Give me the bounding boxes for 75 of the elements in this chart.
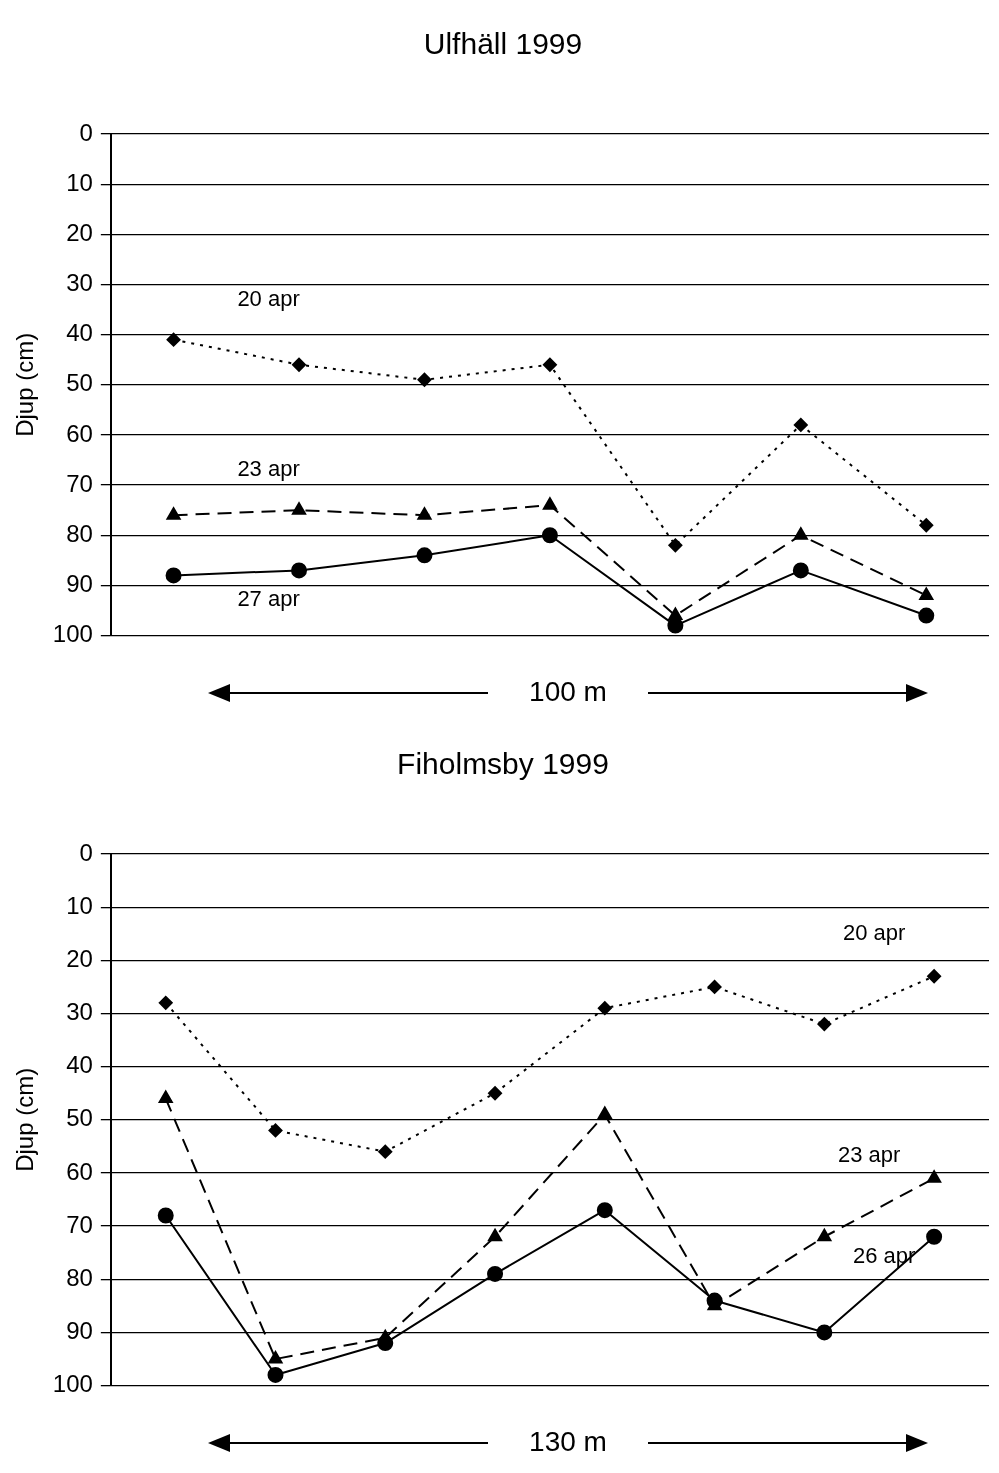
point [707,979,722,994]
point [267,1366,284,1383]
y-tick-label: 90 [66,1317,93,1345]
point [919,518,934,533]
point [165,567,182,584]
point [792,562,809,579]
series-label: 20 apr [237,285,300,311]
point [918,607,935,624]
point [793,417,808,432]
y-axis-title: Djup (cm) [11,1067,39,1172]
series-label: 26 apr [852,1242,916,1268]
point [542,497,557,510]
series-label: 23 apr [837,1142,901,1168]
point [542,357,557,372]
chart-title: Fiholmsby 1999 [397,747,609,781]
point [927,1170,942,1183]
text: 130 m [488,1426,648,1458]
series-label: 27 apr [237,586,300,612]
y-tick-label: 100 [52,1370,93,1398]
y-tick-label: 0 [79,118,93,146]
y-tick-label: 90 [66,570,93,598]
point [416,547,433,564]
point [417,372,432,387]
chart-title: Ulfhäll 1999 [423,27,583,61]
point [817,1228,832,1242]
y-tick-label: 10 [66,168,93,196]
point [596,1202,613,1219]
point [668,607,683,621]
series-label: 20 apr [842,920,906,946]
y-axis-title: Djup (cm) [11,332,39,437]
point [268,1123,283,1138]
y-tick-label: 70 [66,1210,93,1238]
point [158,995,173,1010]
y-tick-label: 20 [66,944,93,972]
point [817,1017,832,1032]
point [291,502,307,515]
point [597,1106,612,1119]
point [541,527,558,544]
point [926,1228,943,1245]
point [378,1144,393,1159]
y-tick-label: 0 [79,838,93,866]
y-tick-label: 100 [52,620,93,648]
y-tick-label: 40 [66,319,93,347]
point [487,1265,504,1282]
point [166,332,181,347]
y-tick-label: 40 [66,1051,93,1079]
point [157,1207,174,1224]
point [919,587,934,600]
point [793,527,808,540]
point [597,1001,612,1016]
point [378,1329,393,1343]
y-tick-label: 30 [66,998,93,1026]
point [668,538,683,553]
text: 100 m [488,676,648,708]
y-tick-label: 80 [66,1263,93,1291]
y-tick-label: 20 [66,218,93,246]
y-tick-label: 80 [66,519,93,547]
point [816,1324,833,1341]
point [158,1090,173,1104]
y-tick-label: 70 [66,469,93,497]
point [166,507,181,520]
y-tick-label: 30 [66,269,93,297]
point [268,1351,283,1364]
y-tick-label: 60 [66,419,93,447]
point [487,1228,503,1242]
y-tick-label: 10 [66,891,93,919]
point [417,507,432,520]
series-label: 23 apr [237,456,300,482]
y-tick-label: 60 [66,1157,93,1185]
point [927,969,942,984]
y-tick-label: 50 [66,369,93,397]
y-tick-label: 50 [66,1104,93,1132]
point [291,562,308,579]
point [488,1086,503,1101]
point [292,357,307,372]
